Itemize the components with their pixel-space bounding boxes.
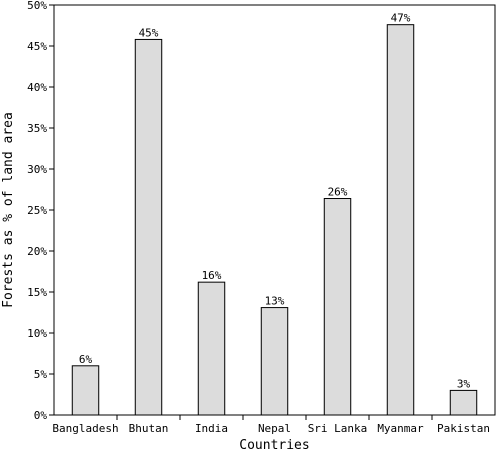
bar — [323, 198, 352, 416]
x-axis-ticks — [116, 415, 433, 420]
x-axis-title: Countries — [239, 438, 309, 452]
y-tick-label: 10% — [27, 327, 47, 340]
y-tick-label: 5% — [34, 368, 48, 381]
bar-data-label: 26% — [328, 186, 348, 199]
bar-data-label: 16% — [202, 269, 222, 282]
y-tick-label: 0% — [34, 409, 48, 422]
bar-data-label: 47% — [391, 12, 411, 25]
x-tick-label: Nepal — [258, 422, 291, 435]
y-tick-label: 40% — [27, 81, 47, 94]
bar-data-labels: 6% 45% 16% 13% 26% 47% 3% — [79, 12, 471, 391]
x-tick-label: Sri Lanka — [308, 422, 368, 435]
y-axis-ticks: 0% 5% 10% 15% 20% 25% 30% 35% 40% 45% 50% — [27, 0, 54, 422]
y-tick-label: 45% — [27, 40, 47, 53]
bar — [386, 24, 415, 416]
y-tick-label: 30% — [27, 163, 47, 176]
x-tick-label: Bangladesh — [52, 422, 118, 435]
bar — [134, 38, 163, 416]
x-tick-label: Pakistan — [437, 422, 490, 435]
y-tick-label: 50% — [27, 0, 47, 12]
y-tick-label: 15% — [27, 286, 47, 299]
bar-data-label: 6% — [79, 353, 93, 366]
x-axis-category-labels: Bangladesh Bhutan India Nepal Sri Lanka Myanm… — [52, 422, 490, 435]
y-tick-label: 20% — [27, 245, 47, 258]
bar — [260, 307, 289, 416]
bar — [449, 389, 478, 416]
y-tick-label: 25% — [27, 204, 47, 217]
y-axis-title: Forests as % of land area — [1, 112, 16, 308]
x-tick-label: Myanmar — [377, 422, 424, 435]
x-tick-label: India — [195, 422, 228, 435]
bar-data-label: 3% — [457, 377, 471, 390]
bar — [197, 281, 226, 416]
plot-frame — [53, 4, 496, 416]
bar-data-label: 45% — [139, 26, 159, 39]
y-tick-label: 35% — [27, 122, 47, 135]
bar-data-label: 13% — [265, 295, 285, 308]
x-tick-label: Bhutan — [129, 422, 169, 435]
bar — [71, 365, 100, 416]
bars — [71, 24, 478, 416]
